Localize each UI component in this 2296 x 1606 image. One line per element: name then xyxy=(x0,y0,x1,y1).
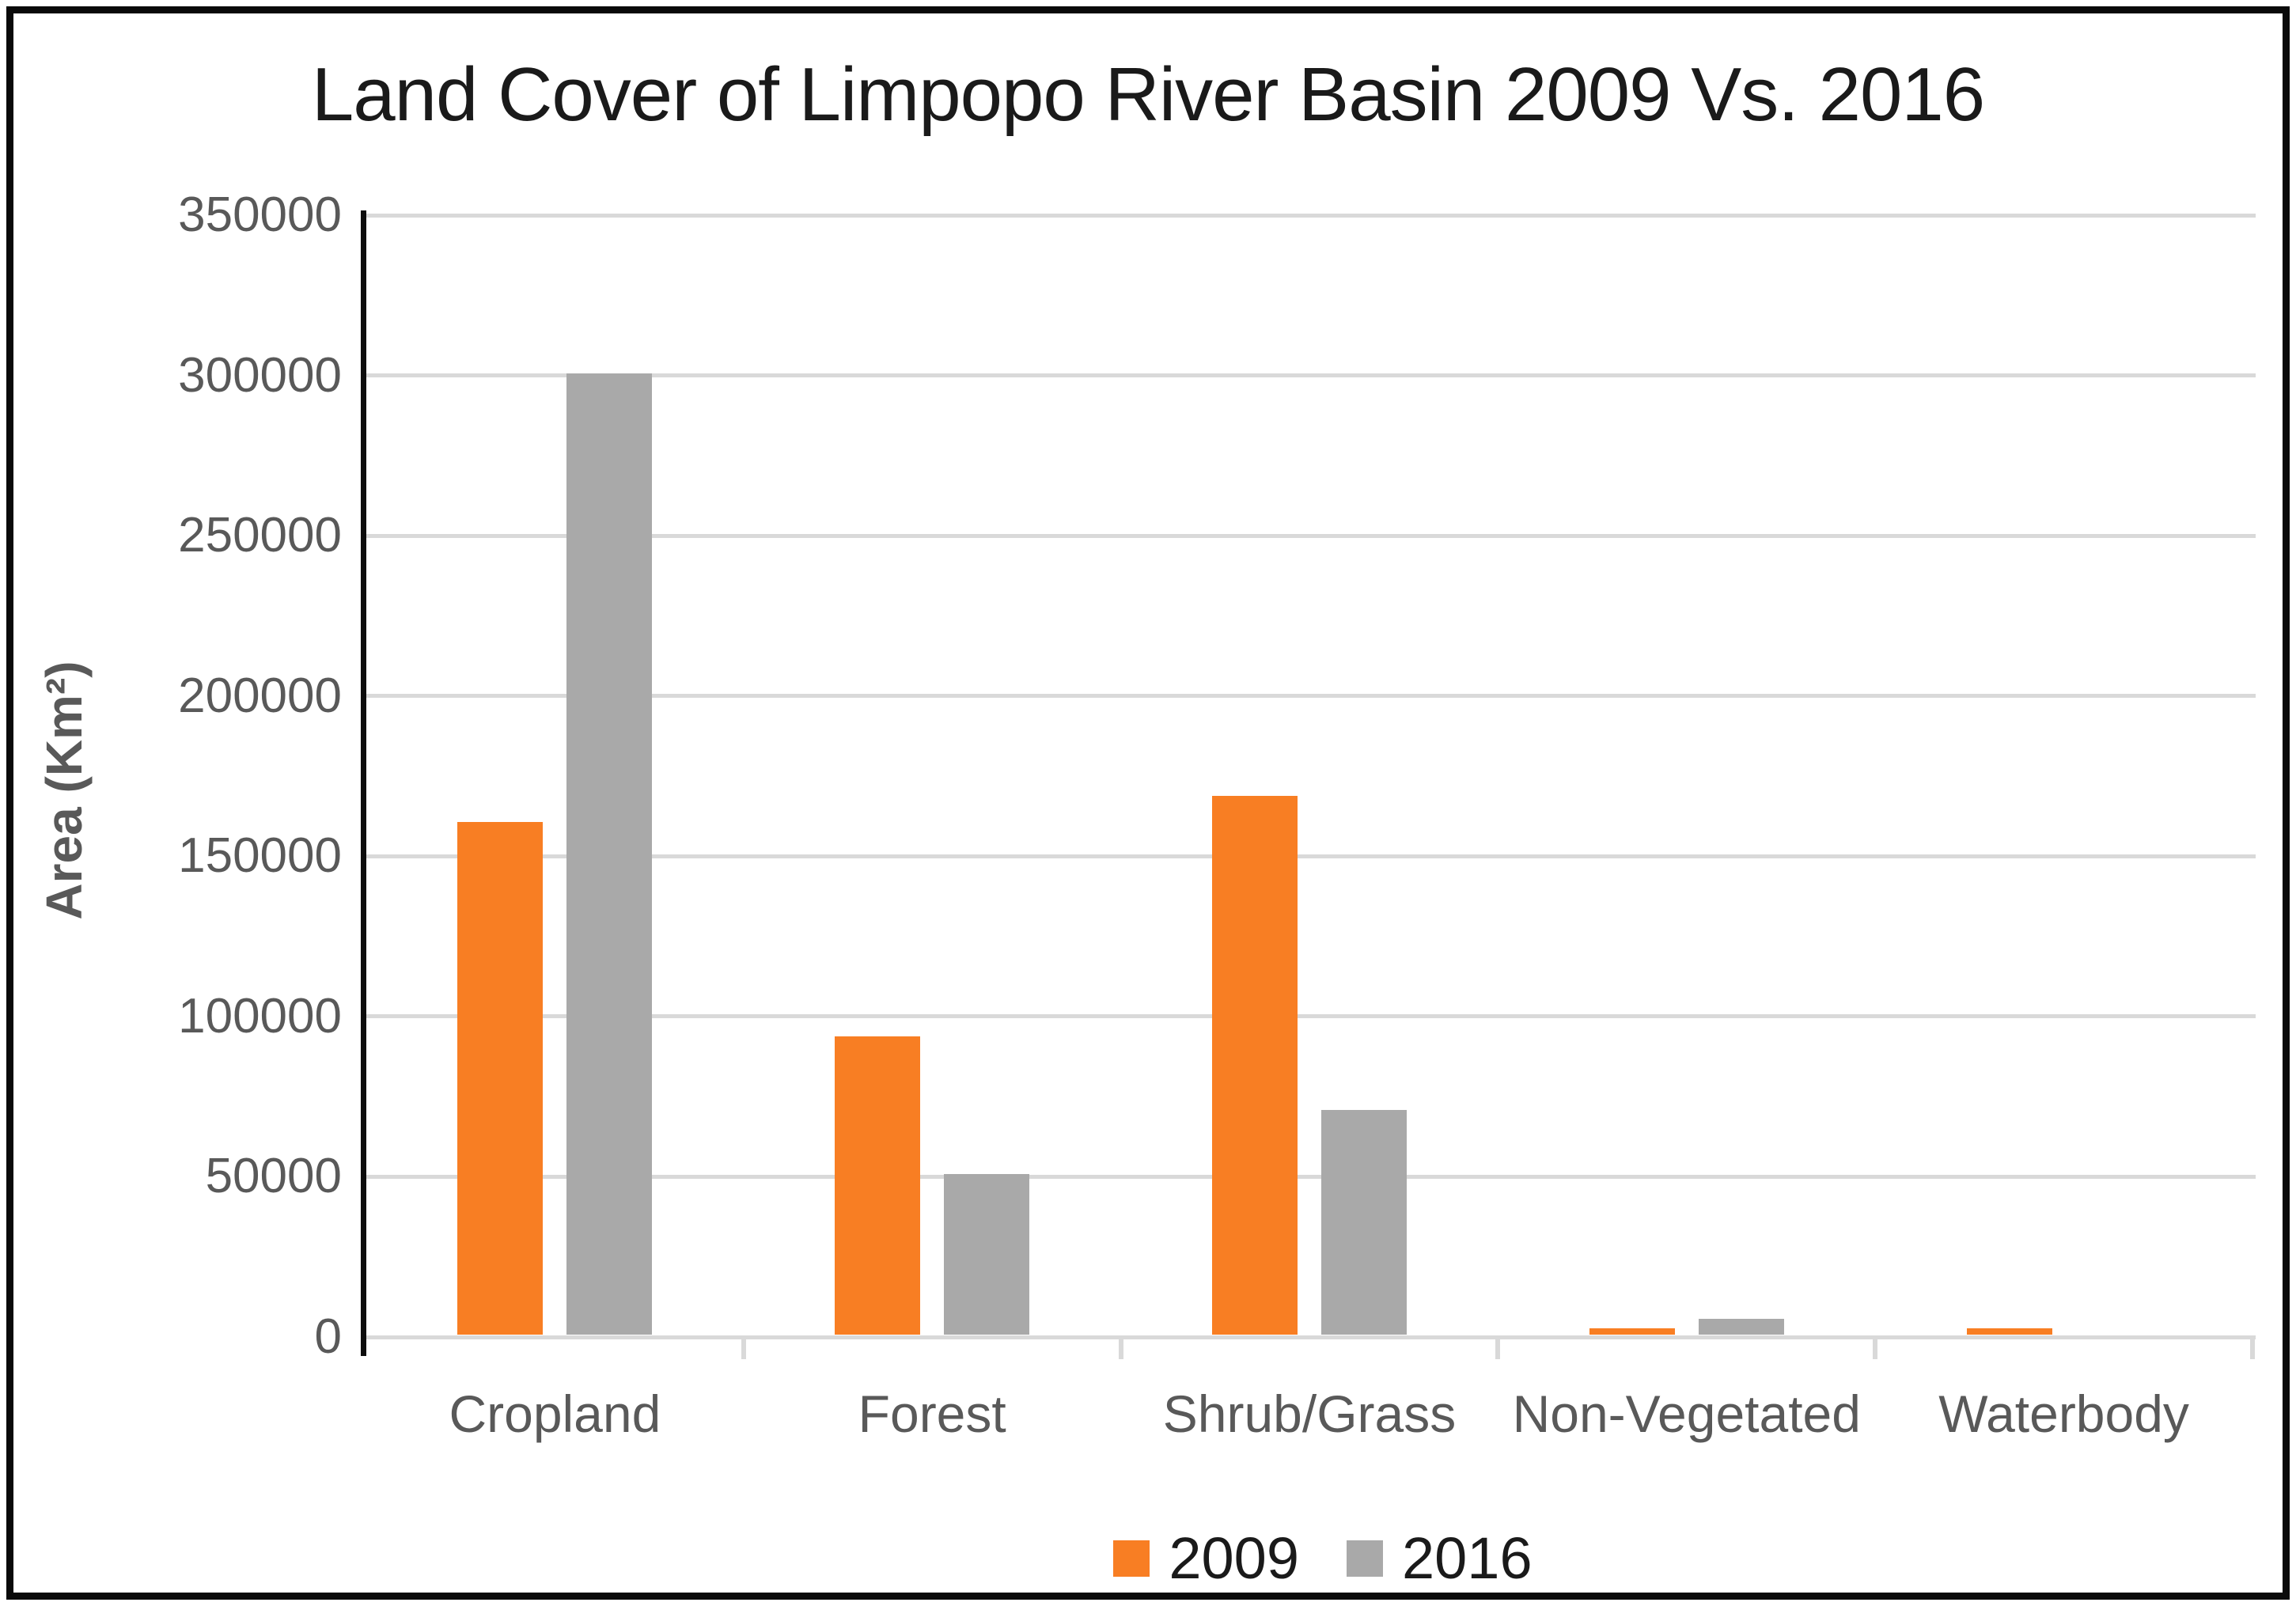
bar-2016-forest xyxy=(944,1174,1030,1335)
bar-2016-non-vegetated xyxy=(1698,1319,1784,1335)
x-axis-tick xyxy=(2250,1339,2255,1359)
bar-2009-forest xyxy=(835,1036,921,1335)
y-tick-label: 150000 xyxy=(178,828,342,884)
y-tick-label: 350000 xyxy=(178,187,342,242)
bar-2016-cropland xyxy=(566,373,653,1335)
bar-2009-cropland xyxy=(457,822,544,1335)
y-tick-label: 0 xyxy=(314,1309,342,1364)
gridline xyxy=(366,213,2256,218)
legend: 2009 2016 xyxy=(380,1523,2266,1594)
category-label-forest: Forest xyxy=(858,1384,1006,1443)
gridline xyxy=(366,533,2256,538)
y-axis-line xyxy=(361,210,366,1356)
bar-2009-waterbody xyxy=(1966,1328,2052,1335)
legend-label: 2009 xyxy=(1169,1525,1299,1591)
category-label-shrub-grass: Shrub/Grass xyxy=(1162,1384,1457,1443)
gridline xyxy=(366,694,2256,699)
legend-item-2009: 2009 xyxy=(1113,1529,1299,1588)
category-label-cropland: Cropland xyxy=(449,1384,661,1443)
chart-title: Land Cover of Limpopo River Basin 2009 V… xyxy=(311,52,1985,137)
x-axis-line xyxy=(366,1335,2256,1339)
y-tick-label: 100000 xyxy=(178,988,342,1044)
plot-area: 0 50000 100000 150000 200000 250000 300000 3500… xyxy=(13,13,2283,1593)
gridline xyxy=(366,373,2256,378)
y-tick-label: 250000 xyxy=(178,508,342,563)
y-tick-label: 200000 xyxy=(178,668,342,723)
y-tick-label: 50000 xyxy=(205,1149,342,1204)
gridline xyxy=(366,1174,2256,1179)
bar-2009-non-vegetated xyxy=(1589,1328,1675,1335)
legend-swatch-2016 xyxy=(1347,1540,1383,1577)
x-axis-tick xyxy=(741,1339,746,1359)
x-axis-tick xyxy=(1873,1339,1878,1359)
y-tick-label: 300000 xyxy=(178,347,342,403)
chart-frame: Land Cover of Limpopo River Basin 2009 V… xyxy=(6,6,2290,1600)
gridline xyxy=(366,854,2256,858)
gridline xyxy=(366,1014,2256,1019)
legend-swatch-2009 xyxy=(1113,1540,1150,1577)
category-label-non-vegetated: Non-Vegetated xyxy=(1512,1384,1861,1443)
x-axis-tick xyxy=(1118,1339,1123,1359)
legend-item-2016: 2016 xyxy=(1347,1529,1533,1588)
bar-2016-shrub-grass xyxy=(1321,1110,1407,1335)
x-axis-tick xyxy=(1495,1339,1501,1359)
category-label-waterbody: Waterbody xyxy=(1938,1384,2189,1443)
legend-label: 2016 xyxy=(1402,1525,1533,1591)
bar-2009-shrub-grass xyxy=(1212,796,1298,1335)
